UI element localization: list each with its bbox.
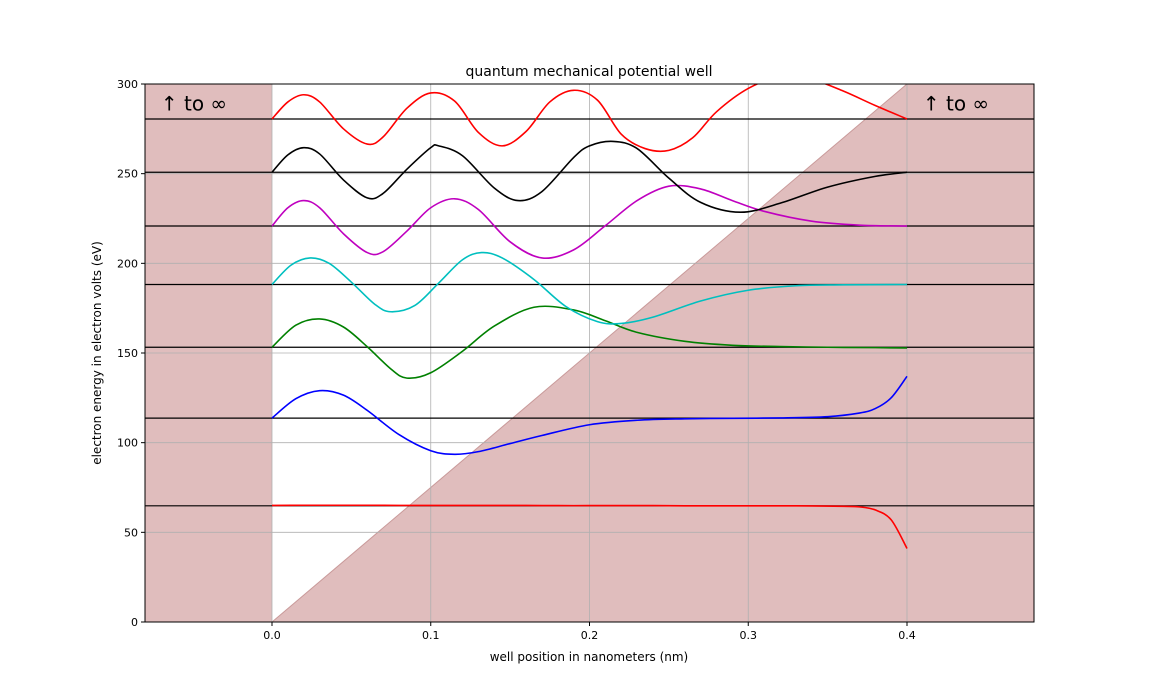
y-tick-label: 50 [124, 526, 138, 539]
x-tick-label: 0.0 [263, 629, 281, 642]
x-axis-label: well position in nanometers (nm) [490, 650, 689, 664]
axis-ticks: 0.0 0.1 0.2 0.3 0.4 0 50 100 150 200 250 300 [117, 78, 916, 642]
chart-title: quantum mechanical potential well [465, 64, 712, 80]
wavefunction-line [271, 84, 908, 153]
x-tick-label: 0.2 [581, 629, 599, 642]
wavefunction-line [271, 251, 908, 325]
x-tick-label: 0.4 [898, 629, 916, 642]
y-tick-label: 0 [131, 616, 138, 629]
wavefunction-line [271, 504, 908, 549]
y-tick-label: 300 [117, 78, 138, 91]
x-tick-label: 0.3 [740, 629, 758, 642]
infinity-annotation: ↑ to ∞ [923, 92, 989, 116]
y-axis-label: electron energy in electron volts (eV) [90, 241, 104, 465]
grid [145, 84, 1034, 622]
y-tick-label: 150 [117, 347, 138, 360]
y-tick-label: 100 [117, 437, 138, 450]
y-tick-label: 250 [117, 168, 138, 181]
x-tick-label: 0.1 [422, 629, 440, 642]
wavefunction-line [271, 184, 908, 260]
wavefunction-line [271, 305, 908, 380]
wavefunction-series [271, 84, 908, 549]
wavefunction-line [271, 140, 908, 214]
annotations: ↑ to ∞ ↑ to ∞ [161, 92, 989, 116]
infinity-annotation: ↑ to ∞ [161, 92, 227, 116]
y-tick-label: 200 [117, 257, 138, 270]
wavefunction-line [271, 375, 908, 456]
